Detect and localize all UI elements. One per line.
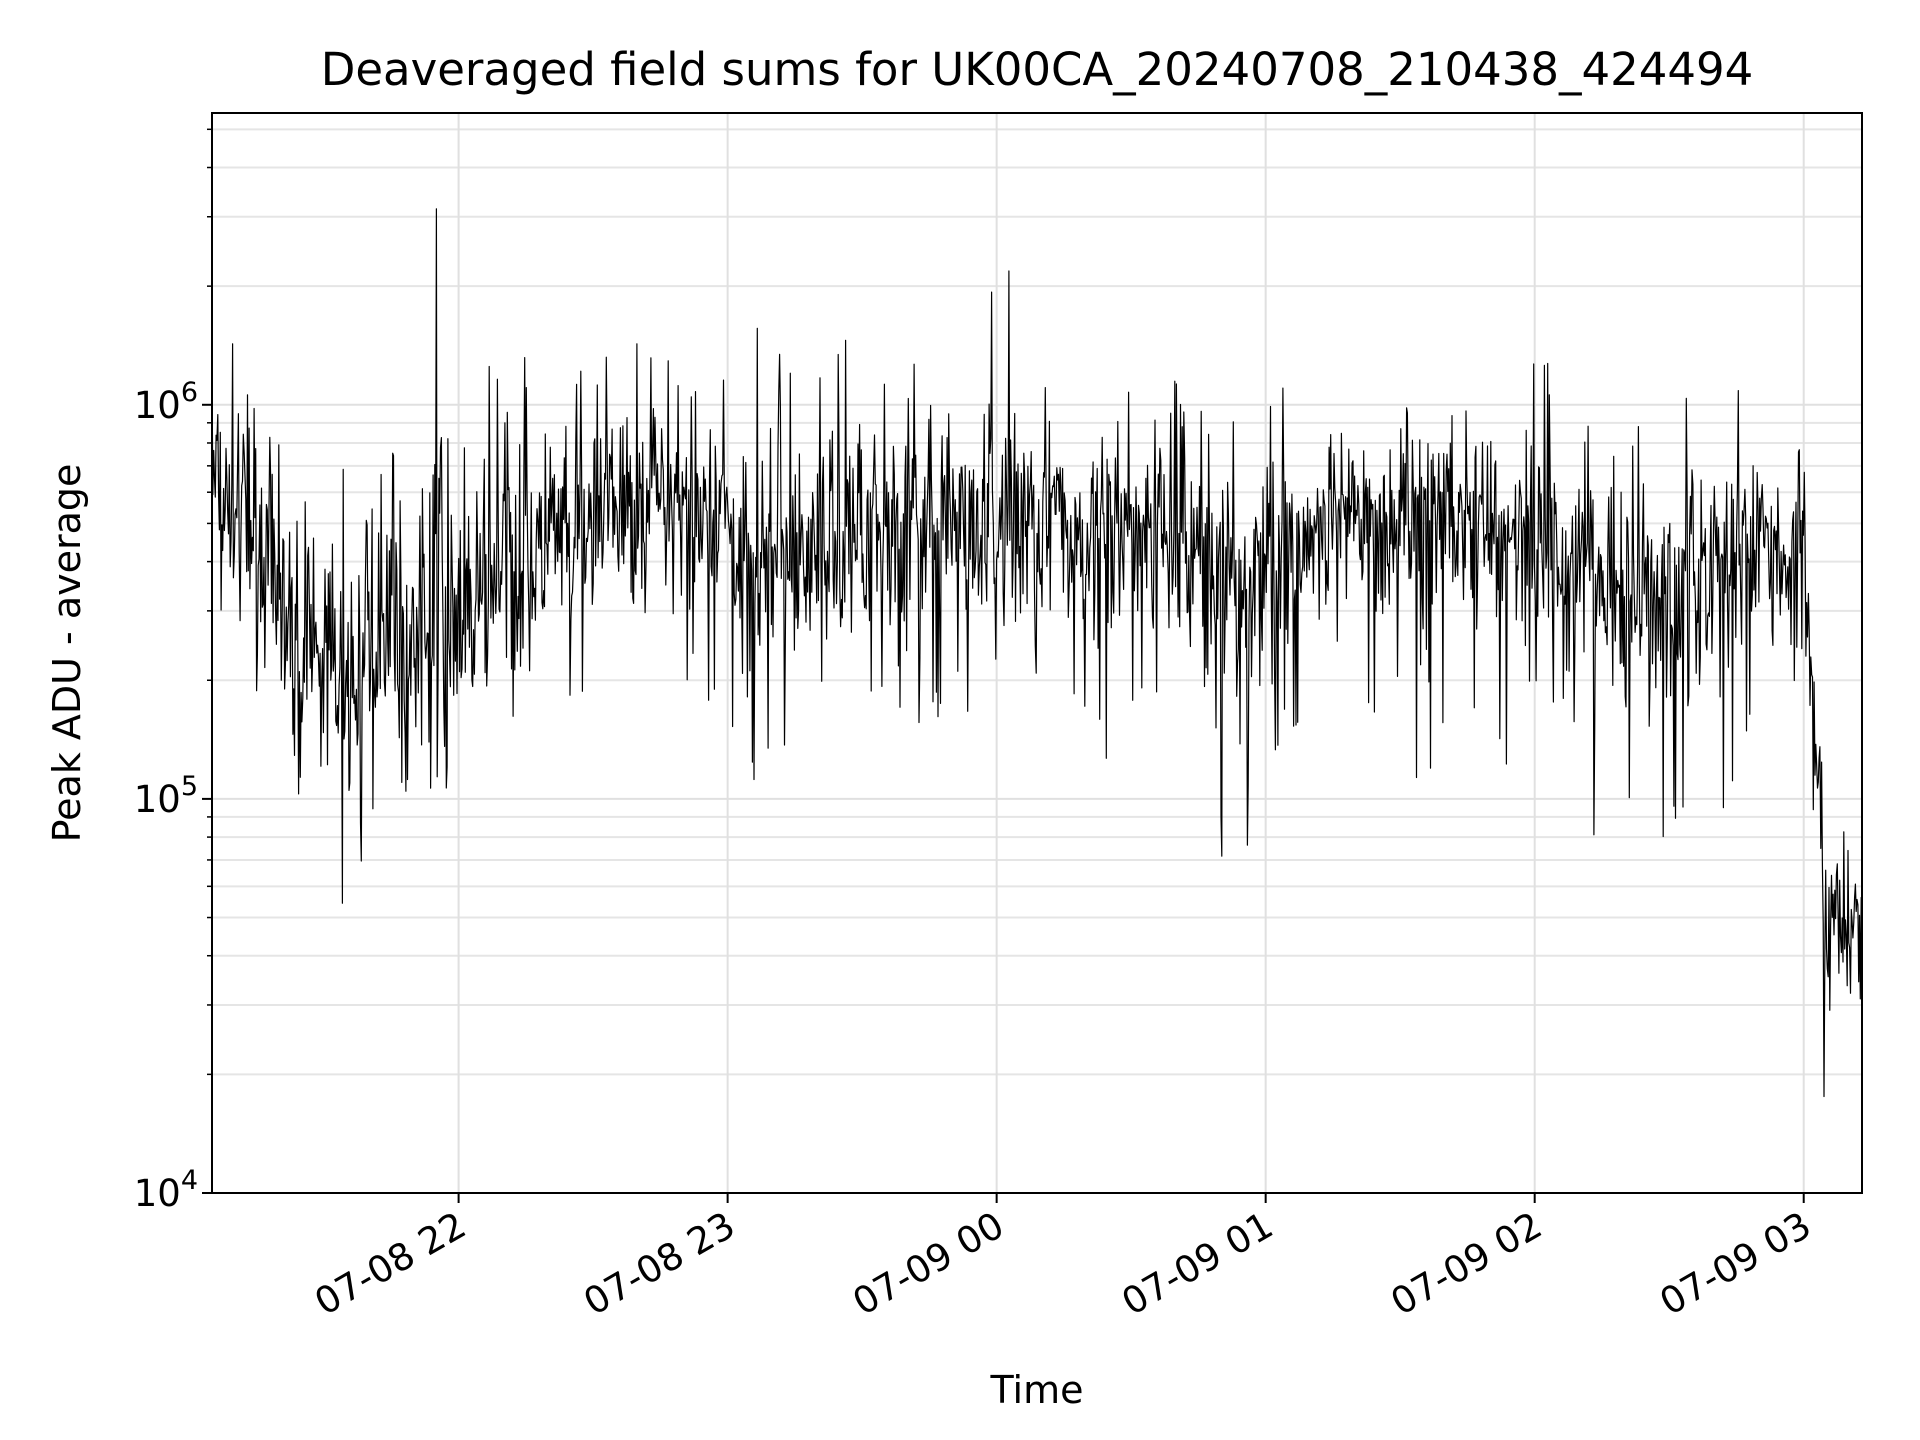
plot-frame — [211, 112, 1863, 1194]
plot-line — [211, 208, 1863, 1098]
y-tick-label: 105 — [134, 771, 198, 821]
y-tick-label: 104 — [134, 1165, 198, 1215]
x-axis-label: Time — [990, 1368, 1084, 1412]
y-axis-label: Peak ADU - average — [45, 464, 89, 843]
chart-title: Deaveraged field sums for UK00CA_2024070… — [321, 43, 1754, 96]
series-line — [211, 208, 1863, 1098]
y-tick-label: 106 — [134, 377, 198, 427]
y-axis: 104 105 106 — [134, 128, 212, 1215]
